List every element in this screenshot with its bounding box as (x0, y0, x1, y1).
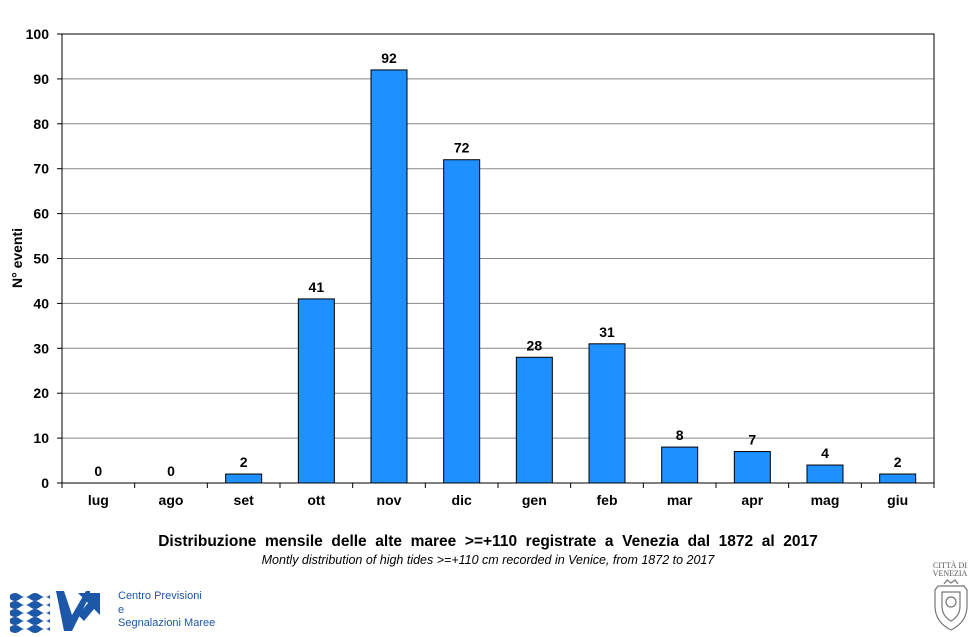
bar-apr (733, 451, 771, 484)
y-tick-label: 20 (33, 385, 49, 401)
bar-mar (661, 446, 699, 484)
data-label-gen: 28 (527, 337, 543, 353)
y-tick-label: 100 (26, 26, 50, 42)
cpsm-logo-text: Centro Previsioni e Segnalazioni Maree (118, 590, 215, 631)
data-label-lug: 0 (94, 463, 102, 479)
y-tick-label: 70 (33, 161, 49, 177)
data-label-mar: 8 (676, 427, 684, 443)
crest-line-2: VENEZIA (932, 569, 968, 578)
y-tick-label: 0 (41, 475, 49, 491)
y-tick-label: 90 (33, 71, 49, 87)
logo-line-1: Centro Previsioni (118, 590, 202, 602)
data-label-nov: 92 (381, 50, 397, 66)
x-tick-label-nov: nov (377, 492, 402, 508)
data-label-ott: 41 (309, 279, 325, 295)
y-tick-label: 80 (33, 116, 49, 132)
bar-feb (588, 343, 626, 484)
bar-ott (297, 298, 335, 484)
data-label-mag: 4 (821, 445, 829, 461)
data-labels: 0 0 2 41 92 72 28 31 8 7 4 2 (94, 50, 901, 479)
bar-dic (443, 159, 481, 484)
y-tick-label: 60 (33, 206, 49, 222)
venezia-crest-icon (934, 579, 968, 631)
chart-title: Distribuzione mensile delle alte maree >… (158, 533, 818, 550)
data-label-ago: 0 (167, 463, 175, 479)
data-label-dic: 72 (454, 140, 470, 156)
data-label-feb: 31 (599, 324, 615, 340)
gridlines (62, 33, 934, 439)
bar-giu (879, 473, 917, 484)
x-tick-label-feb: feb (597, 492, 618, 508)
x-tick-label-ott: ott (307, 492, 325, 508)
data-label-set: 2 (240, 454, 248, 470)
bar-nov (370, 69, 408, 484)
x-tick-label-mag: mag (811, 492, 840, 508)
bar-set (225, 473, 263, 484)
crest-label: CITTÀ DI VENEZIA (925, 562, 975, 578)
data-label-apr: 7 (748, 432, 756, 448)
logo-line-2: e (118, 603, 125, 616)
x-tick-label-mar: mar (667, 492, 693, 508)
y-tick-label: 10 (33, 430, 49, 446)
x-tick-labels: lug ago set ott nov dic gen feb mar apr mag giu (88, 492, 908, 508)
logo-line-3: Segnalazioni Maree (118, 617, 216, 629)
y-tick-labels: 0 10 20 30 40 50 60 70 80 90 100 (26, 26, 62, 491)
bar-gen (515, 356, 553, 484)
y-tick-label: 50 (33, 251, 49, 267)
x-tick-label-ago: ago (159, 492, 184, 508)
y-axis-label: N° eventi (9, 228, 25, 288)
y-tick-label: 40 (33, 295, 49, 311)
bar-mag (806, 464, 844, 484)
x-tick-label-gen: gen (522, 492, 547, 508)
x-tick-label-set: set (234, 492, 255, 508)
cpsm-logo-icon (10, 591, 100, 633)
y-tick-label: 30 (33, 340, 49, 356)
data-label-giu: 2 (894, 454, 902, 470)
x-tick-label-apr: apr (741, 492, 763, 508)
crest-line-1: CITTÀ DI (933, 561, 967, 570)
chart-subtitle: Montly distribution of high tides >=+110… (261, 553, 715, 567)
x-tick-label-giu: giu (887, 492, 908, 508)
bars-group (225, 69, 917, 484)
x-tick-label-lug: lug (88, 492, 109, 508)
axes (61, 33, 935, 488)
x-tick-label-dic: dic (452, 492, 472, 508)
